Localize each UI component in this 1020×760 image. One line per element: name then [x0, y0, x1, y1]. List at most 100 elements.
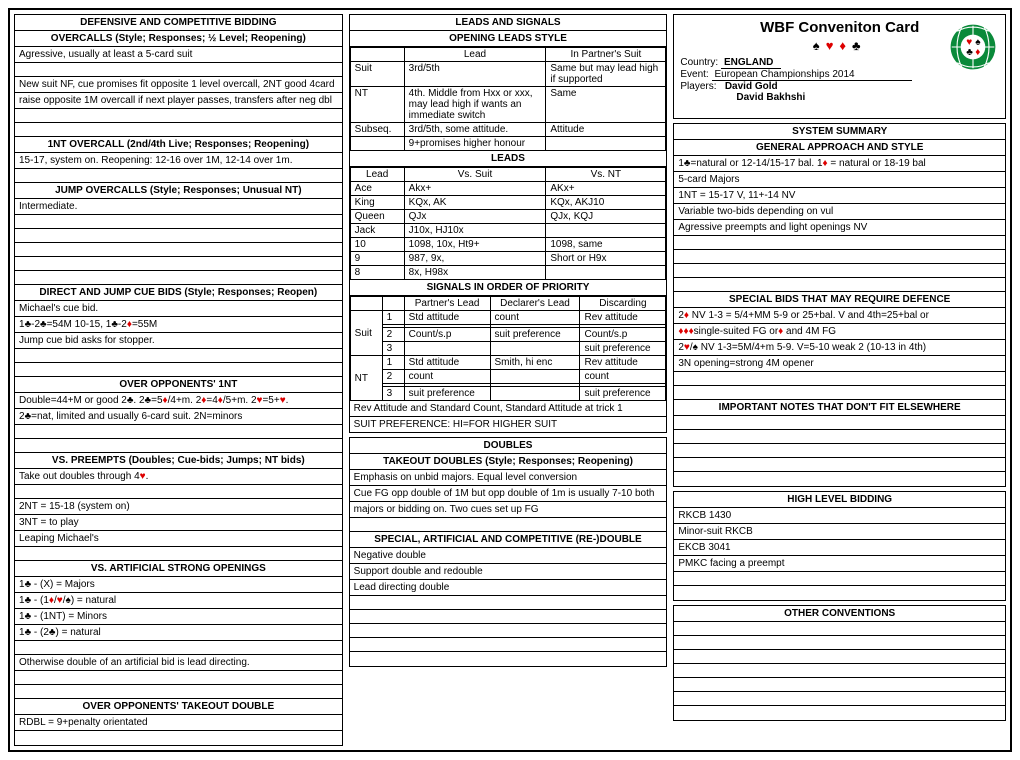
doubles-heading: DOUBLES [350, 438, 667, 454]
subheading: OPENING LEADS STYLE [350, 31, 667, 47]
text: PMKC facing a preempt [674, 556, 1005, 572]
event: European Championships 2014 [712, 69, 912, 81]
subheading: GENERAL APPROACH AND STYLE [674, 140, 1005, 156]
subheading: VS. ARTIFICIAL STRONG OPENINGS [15, 561, 342, 577]
text [15, 123, 342, 137]
signals-table: Partner's Lead Declarer's Lead Discardin… [350, 296, 667, 401]
col: In Partner's Suit [546, 48, 666, 62]
text [15, 671, 342, 685]
text [15, 439, 342, 453]
text: RDBL = 9+penalty orientated [15, 715, 342, 731]
subheading: JUMP OVERCALLS (Style; Responses; Unusua… [15, 183, 342, 199]
text [15, 349, 342, 363]
text: majors or bidding on. Two cues set up FG [350, 502, 667, 518]
cell: 3rd/5th, some attitude. [404, 123, 546, 137]
text: Emphasis on unbid majors. Equal level co… [350, 470, 667, 486]
text: ♦♦♦single-suited FG or♦ and 4M FG [674, 324, 1005, 340]
text [674, 372, 1005, 386]
text: Agressive preempts and light openings NV [674, 220, 1005, 236]
text [674, 416, 1005, 430]
subheading: SPECIAL BIDS THAT MAY REQUIRE DEFENCE [674, 292, 1005, 308]
text [674, 458, 1005, 472]
svg-text:♦: ♦ [975, 47, 980, 58]
text: Jump cue bid asks for stopper. [15, 333, 342, 349]
text [674, 706, 1005, 720]
text: Leaping Michael's [15, 531, 342, 547]
text [15, 229, 342, 243]
col: Vs. NT [546, 168, 666, 182]
col: Lead [404, 48, 546, 62]
text: 1♣-2♣=54M 10-15, 1♣-2♦=55M [15, 317, 342, 333]
subheading: TAKEOUT DOUBLES (Style; Responses; Reope… [350, 454, 667, 470]
svg-text:♥: ♥ [966, 37, 972, 48]
text [674, 444, 1005, 458]
text [674, 664, 1005, 678]
text: Negative double [350, 548, 667, 564]
text [674, 236, 1005, 250]
cell: Attitude [546, 123, 666, 137]
cell: 4th. Middle from Hxx or xxx, may lead hi… [404, 87, 546, 123]
text: raise opposite 1M overcall if next playe… [15, 93, 342, 109]
system-heading: SYSTEM SUMMARY [674, 124, 1005, 140]
text [15, 731, 342, 745]
players-row: Players: David Gold [680, 81, 999, 92]
svg-text:♠: ♠ [975, 37, 981, 48]
text: Double=44+M or good 2♣. 2♣=5♦/4+m. 2♦=4♦… [15, 393, 342, 409]
text: 3N opening=strong 4M opener [674, 356, 1005, 372]
cell: NT [350, 87, 404, 123]
col-summary: WBF Conveniton Card ♠♥♦♣ ♥ ♠ ♣ ♦ Country… [673, 14, 1006, 746]
text [15, 109, 342, 123]
text: 1♣=natural or 12-14/15-17 bal. 1♦ = natu… [674, 156, 1005, 172]
text: Minor-suit RKCB [674, 524, 1005, 540]
text: Intermediate. [15, 199, 342, 215]
text [674, 692, 1005, 706]
text: 1♣ - (X) = Majors [15, 577, 342, 593]
overcalls-heading: OVERCALLS (Style; Responses; ½ Level; Re… [15, 31, 342, 47]
leads-table: Lead Vs. Suit Vs. NT AceAkx+AKx+ KingKQx… [350, 167, 667, 280]
text [350, 596, 667, 610]
text: 2♣=nat, limited and usually 6-card suit.… [15, 409, 342, 425]
subheading: DIRECT AND JUMP CUE BIDS (Style; Respons… [15, 285, 342, 301]
text [674, 430, 1005, 444]
text: 15-17, system on. Reopening: 12-16 over … [15, 153, 342, 169]
text: Agressive, usually at least a 5-card sui… [15, 47, 342, 63]
text: EKCB 3041 [674, 540, 1005, 556]
subheading: LEADS [350, 151, 667, 167]
text [350, 610, 667, 624]
text: Take out doubles through 4♥. [15, 469, 342, 485]
subheading: IMPORTANT NOTES THAT DON'T FIT ELSEWHERE [674, 400, 1005, 416]
text [350, 652, 667, 666]
text [15, 547, 342, 561]
text [674, 636, 1005, 650]
cell: Same [546, 87, 666, 123]
subheading: VS. PREEMPTS (Doubles; Cue-bids; Jumps; … [15, 453, 342, 469]
text: 5-card Majors [674, 172, 1005, 188]
country: ENGLAND [721, 57, 781, 69]
text [15, 363, 342, 377]
col: Vs. Suit [404, 168, 546, 182]
text [15, 425, 342, 439]
text [674, 386, 1005, 400]
text [15, 641, 342, 655]
cell: Suit [350, 62, 404, 87]
defensive-heading: DEFENSIVE AND COMPETITIVE BIDDING [15, 15, 342, 31]
text [674, 622, 1005, 636]
text: RKCB 1430 [674, 508, 1005, 524]
text: 1NT = 15-17 V, 11+-14 NV [674, 188, 1005, 204]
text [674, 264, 1005, 278]
subheading: SIGNALS IN ORDER OF PRIORITY [350, 280, 667, 296]
convention-card: DEFENSIVE AND COMPETITIVE BIDDING OVERCA… [8, 8, 1012, 752]
text [674, 586, 1005, 600]
text [350, 624, 667, 638]
svg-text:♣: ♣ [966, 47, 973, 58]
subheading: OVER OPPONENTS' TAKEOUT DOUBLE [15, 699, 342, 715]
player-1: David Gold [725, 81, 778, 92]
text: Support double and redouble [350, 564, 667, 580]
text: 1♣ - (2♣) = natural [15, 625, 342, 641]
text [674, 472, 1005, 486]
cell: 9+promises higher honour [404, 137, 546, 151]
subheading: 1NT OVERCALL (2nd/4th Live; Responses; R… [15, 137, 342, 153]
text [674, 278, 1005, 292]
subheading: OVER OPPONENTS' 1NT [15, 377, 342, 393]
text [674, 572, 1005, 586]
